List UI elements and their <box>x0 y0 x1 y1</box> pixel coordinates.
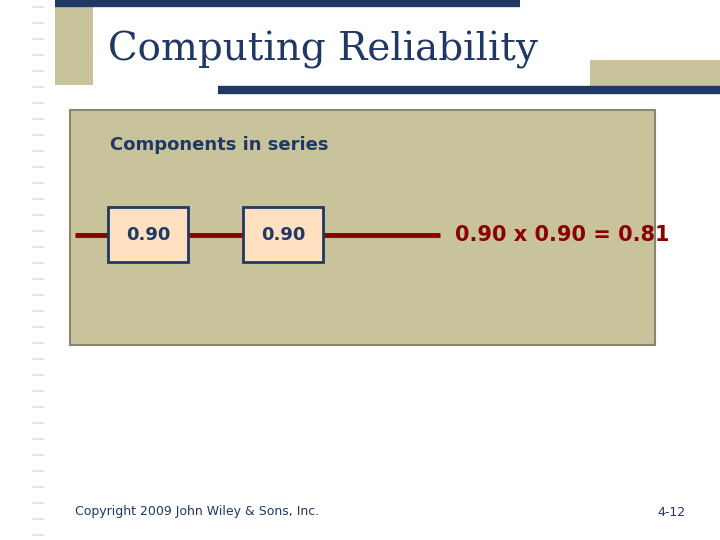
Bar <box>590 60 720 90</box>
Text: 4-12: 4-12 <box>657 505 685 518</box>
Text: Copyright 2009 John Wiley & Sons, Inc.: Copyright 2009 John Wiley & Sons, Inc. <box>75 505 319 518</box>
Bar <box>70 110 655 345</box>
Bar <box>108 207 188 262</box>
Text: 0.90 x 0.90 = 0.81: 0.90 x 0.90 = 0.81 <box>455 225 670 245</box>
Text: 0.90: 0.90 <box>261 226 305 244</box>
Bar <box>55 0 93 85</box>
Text: Computing Reliability: Computing Reliability <box>108 31 538 69</box>
Text: Components in series: Components in series <box>110 136 328 154</box>
Bar <box>243 207 323 262</box>
Text: 0.90: 0.90 <box>126 226 170 244</box>
